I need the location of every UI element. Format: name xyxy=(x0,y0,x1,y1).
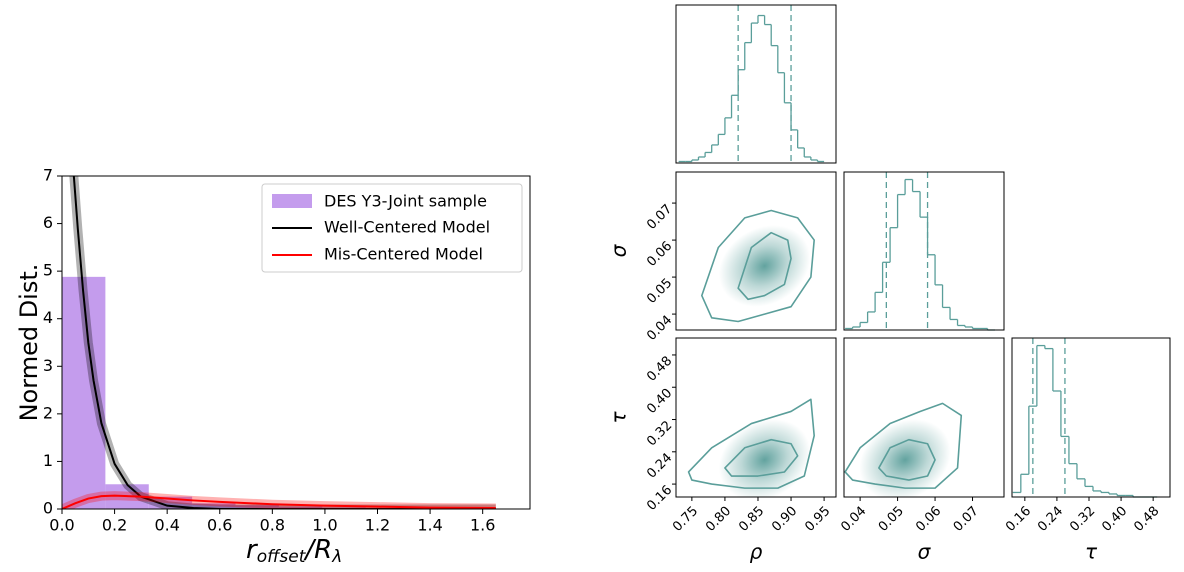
x-tick-label: 0.32 xyxy=(1067,504,1098,535)
x-tick-label: 0.8 xyxy=(260,516,285,535)
density-peak xyxy=(718,225,811,307)
x-tick-label: 0.04 xyxy=(838,504,869,535)
x-tick-label: 0.80 xyxy=(703,504,734,535)
model-line xyxy=(62,494,496,509)
x-tick-label: 0.48 xyxy=(1131,504,1162,535)
legend-box xyxy=(261,183,523,273)
x-tick-label: 1.0 xyxy=(312,516,337,535)
y-tick-label: 0.05 xyxy=(644,276,675,307)
contour xyxy=(700,209,815,323)
y-tick-label: 5 xyxy=(43,261,53,280)
x-axis-label: τ xyxy=(1085,540,1098,564)
x-tick-label: 0.6 xyxy=(207,516,232,535)
hist-bar xyxy=(62,276,106,509)
panel xyxy=(700,209,815,323)
panel-frame xyxy=(675,171,837,331)
y-axis-label: Normed Dist. xyxy=(15,264,43,422)
y-tick-label: 4 xyxy=(43,308,53,327)
x-label-main: /R xyxy=(303,535,332,565)
axes-frame xyxy=(61,175,531,510)
x-tick-label: 0.85 xyxy=(736,504,767,535)
y-tick-label: 3 xyxy=(43,356,53,375)
legend-patch xyxy=(272,194,312,208)
y-tick-label: 0.32 xyxy=(644,418,675,449)
panel-frame xyxy=(843,171,1005,331)
y-tick-label: 7 xyxy=(43,166,53,185)
lines xyxy=(62,176,496,509)
contour xyxy=(724,438,799,477)
panel-frame xyxy=(675,4,837,164)
y-axis-label: σ xyxy=(607,243,631,257)
x-axis-label: σ xyxy=(918,540,932,564)
y-tick-label: 0.07 xyxy=(644,202,675,233)
x-tick-label: 0.0 xyxy=(49,516,74,535)
panel-frame xyxy=(1011,337,1171,498)
contour xyxy=(878,438,936,481)
panel xyxy=(844,402,963,497)
hist-bar xyxy=(192,503,236,509)
panel xyxy=(687,398,815,497)
y-axis-label: τ xyxy=(607,411,631,424)
x-tick-label: 1.6 xyxy=(470,516,495,535)
x-tick-label: 0.16 xyxy=(1003,504,1034,535)
x-tick-label: 0.4 xyxy=(154,516,179,535)
x-label-sub: λ xyxy=(331,547,342,567)
panel-frame xyxy=(675,337,837,498)
x-label-main: r xyxy=(246,535,259,565)
contour xyxy=(737,231,792,301)
x-tick-label: 0.05 xyxy=(876,504,907,535)
x-tick-label: 0.07 xyxy=(951,504,982,535)
y-tick-label: 6 xyxy=(43,213,53,232)
y-tick-label: 0.24 xyxy=(644,450,675,481)
x-tick-label: 0.06 xyxy=(913,504,944,535)
y-tick-label: 2 xyxy=(43,403,53,422)
x-tick-label: 0.2 xyxy=(102,516,127,535)
panel-frame xyxy=(843,337,1005,498)
y-tick-label: 1 xyxy=(43,451,53,470)
y-tick-label: 0 xyxy=(43,499,53,518)
y-tick-label: 0.16 xyxy=(644,483,675,514)
y-tick-label: 0.48 xyxy=(644,354,675,385)
density-peak xyxy=(859,419,951,497)
x-tick-label: 0.95 xyxy=(802,504,833,535)
contour xyxy=(844,402,963,489)
x-tick-label: 1.2 xyxy=(365,516,390,535)
legend-label: DES Y3-Joint sample xyxy=(324,192,487,211)
legend-label: Well-Centered Model xyxy=(324,218,490,237)
legend-label: Mis-Centered Model xyxy=(324,245,483,264)
x-tick-label: 0.90 xyxy=(769,504,800,535)
density-peak xyxy=(718,419,811,497)
y-tick-label: 0.06 xyxy=(644,239,675,270)
hist-bar xyxy=(278,506,323,509)
contour xyxy=(687,398,815,489)
x-tick-label: 0.40 xyxy=(1099,504,1130,535)
x-axis-label: roffset/Rλ xyxy=(246,535,342,568)
x-tick-label: 0.24 xyxy=(1035,504,1066,535)
hist-bar xyxy=(235,505,279,509)
y-tick-label: 0.04 xyxy=(644,313,675,344)
y-tick-label: 0.40 xyxy=(644,386,675,417)
x-label-sub: offset xyxy=(257,547,307,567)
x-axis-label: ρ xyxy=(750,540,763,564)
x-tick-label: 1.4 xyxy=(417,516,442,535)
x-tick-label: 0.75 xyxy=(670,504,701,535)
